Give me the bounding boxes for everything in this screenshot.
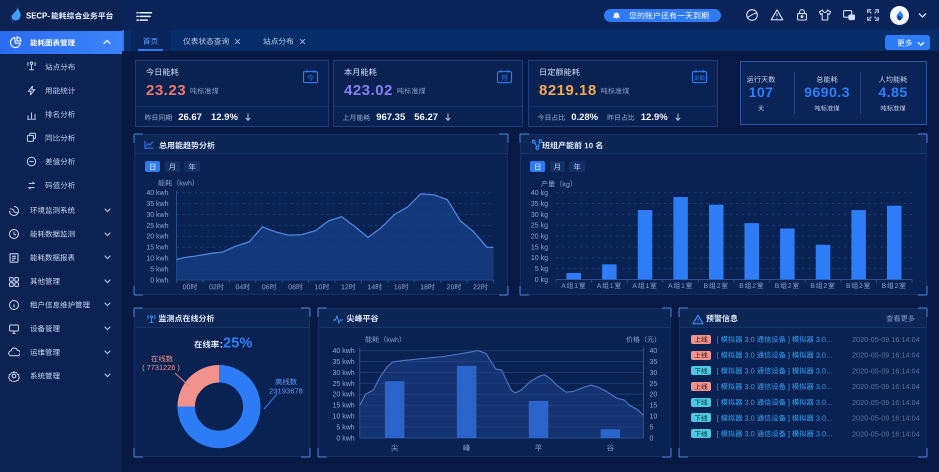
svg-text:20 kg: 20 kg bbox=[531, 234, 548, 241]
svg-text:25: 25 bbox=[650, 381, 658, 388]
svg-text:25 kwh: 25 kwh bbox=[146, 223, 168, 230]
svg-text:0: 0 bbox=[650, 435, 654, 442]
svg-text:10 kwh: 10 kwh bbox=[146, 256, 168, 263]
svg-text:30 kwh: 30 kwh bbox=[333, 370, 355, 377]
svg-text:35 kwh: 35 kwh bbox=[146, 201, 168, 208]
svg-text:5: 5 bbox=[650, 425, 654, 432]
svg-text:5 kwh: 5 kwh bbox=[336, 425, 354, 432]
svg-text:35 kg: 35 kg bbox=[531, 201, 548, 208]
svg-text:40 kwh: 40 kwh bbox=[333, 348, 355, 355]
svg-text:35 kwh: 35 kwh bbox=[333, 359, 355, 366]
svg-text:0 kg: 0 kg bbox=[535, 277, 548, 284]
svg-text:25 kwh: 25 kwh bbox=[333, 381, 355, 388]
svg-text:40: 40 bbox=[650, 348, 658, 355]
svg-text:5 kg: 5 kg bbox=[535, 266, 548, 273]
svg-text:40 kg: 40 kg bbox=[531, 190, 548, 197]
svg-text:15 kwh: 15 kwh bbox=[146, 245, 168, 252]
svg-text:10 kwh: 10 kwh bbox=[333, 414, 355, 421]
svg-text:25 kg: 25 kg bbox=[531, 223, 548, 230]
svg-text:0 kwh: 0 kwh bbox=[336, 435, 354, 442]
svg-text:15 kwh: 15 kwh bbox=[333, 403, 355, 410]
svg-text:15: 15 bbox=[650, 403, 658, 410]
svg-text:10: 10 bbox=[650, 414, 658, 421]
svg-text:30 kg: 30 kg bbox=[531, 212, 548, 219]
svg-text:20 kwh: 20 kwh bbox=[146, 234, 168, 241]
svg-text:15 kg: 15 kg bbox=[531, 244, 548, 251]
svg-text:40 kwh: 40 kwh bbox=[146, 190, 168, 197]
svg-text:35: 35 bbox=[650, 359, 658, 366]
svg-text:5 kwh: 5 kwh bbox=[150, 266, 168, 273]
svg-text:30: 30 bbox=[650, 370, 658, 377]
svg-text:20: 20 bbox=[650, 392, 658, 399]
svg-text:10 kg: 10 kg bbox=[531, 255, 548, 262]
svg-text:0 kwh: 0 kwh bbox=[150, 277, 168, 284]
svg-text:30 kwh: 30 kwh bbox=[146, 212, 168, 219]
svg-text:20 kwh: 20 kwh bbox=[333, 392, 355, 399]
